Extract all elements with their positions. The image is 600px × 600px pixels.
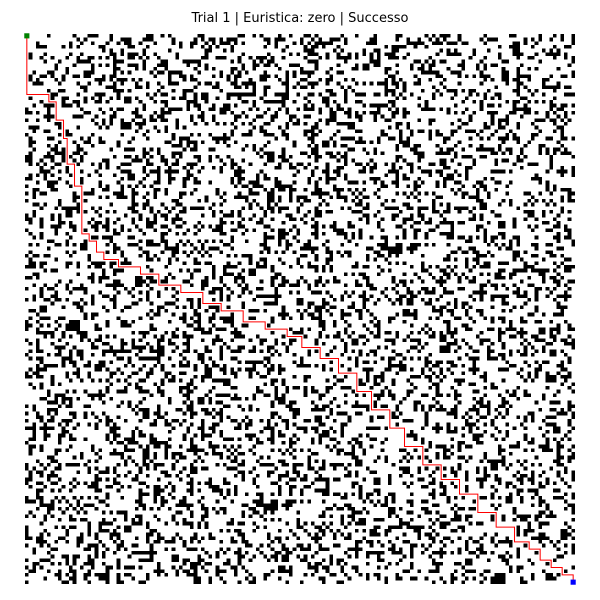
occupancy-grid [25,34,575,584]
goal-marker [570,579,576,585]
path-overlay [24,33,576,585]
start-marker [24,33,30,39]
path-line [26,35,574,583]
plot-title: Trial 1 | Euristica: zero | Successo [191,11,409,26]
